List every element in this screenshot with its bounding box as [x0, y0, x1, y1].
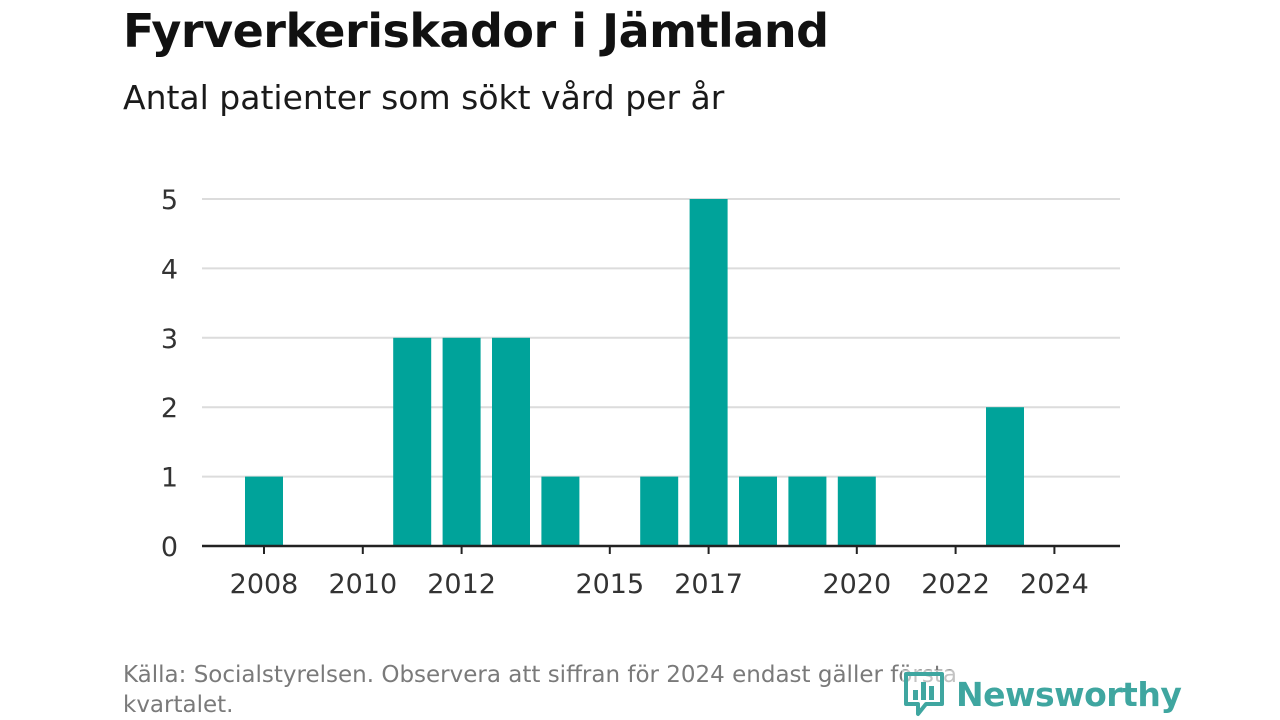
x-axis [202, 544, 1120, 554]
bar-2008 [245, 476, 283, 546]
bar-2016 [640, 476, 679, 546]
newsworthy-logo-icon [904, 672, 944, 716]
bar-2017 [689, 199, 728, 546]
newsworthy-logo: Newsworthy [902, 670, 1182, 718]
bar-2011 [393, 337, 432, 546]
x-tick-label-2015: 2015 [575, 569, 644, 600]
chart-title: Fyrverkeriskador i Jämtland [123, 4, 829, 58]
bars [245, 199, 1024, 546]
y-tick-label-4: 4 [161, 254, 178, 285]
tick-labels: 0 1 2 3 4 5 2008 2010 2012 2015 2017 2020 2022 2024 [161, 185, 1089, 600]
y-tick-label-1: 1 [161, 463, 178, 494]
logo-text: Newsworthy [956, 674, 1182, 714]
x-tick-label-2008: 2008 [230, 569, 299, 600]
bar-2013 [492, 337, 530, 546]
x-tick-label-2017: 2017 [674, 569, 743, 600]
bar-2023 [986, 407, 1024, 546]
bar-2019 [788, 476, 827, 546]
bar-2018 [739, 476, 777, 546]
bar-2020 [837, 476, 876, 546]
y-tick-label-2: 2 [161, 393, 178, 424]
bar-2012 [442, 337, 481, 546]
y-tick-label-0: 0 [161, 532, 178, 563]
bar-2014 [541, 476, 580, 546]
x-tick-label-2022: 2022 [921, 569, 990, 600]
x-tick-label-2010: 2010 [328, 569, 397, 600]
gridlines [202, 198, 1120, 478]
x-tick-label-2012: 2012 [427, 569, 496, 600]
source-footnote: Källa: Socialstyrelsen. Observera att si… [123, 662, 957, 718]
x-tick-label-2024: 2024 [1020, 569, 1089, 600]
x-tick-label-2020: 2020 [822, 569, 891, 600]
y-tick-label-5: 5 [161, 185, 178, 216]
y-tick-label-3: 3 [161, 324, 178, 355]
chart-subtitle: Antal patienter som sökt vård per år [123, 78, 725, 117]
